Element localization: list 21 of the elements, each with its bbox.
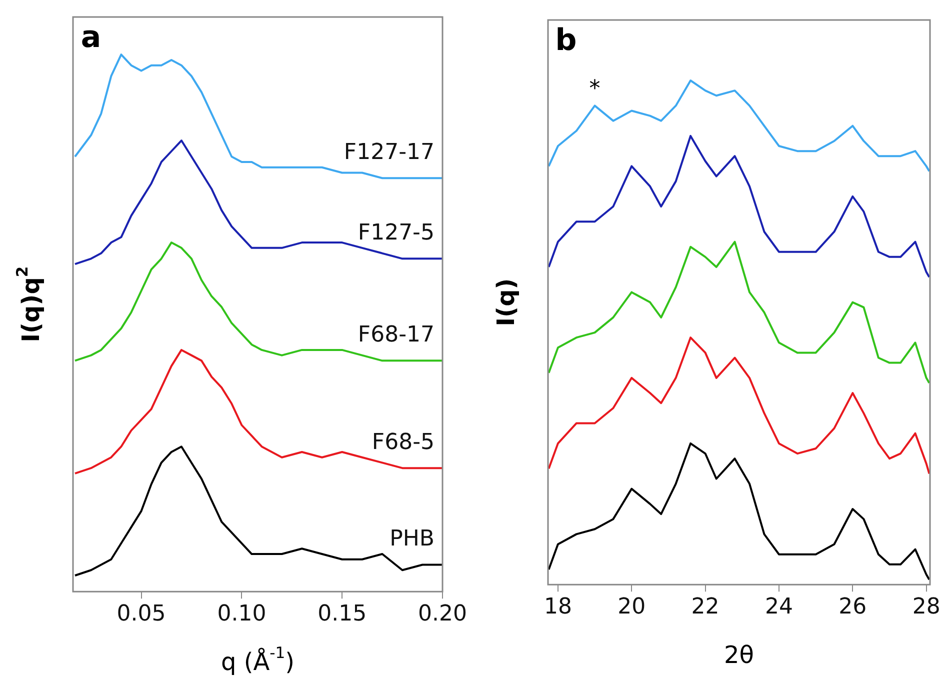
x-tick-label: 0.05 (116, 602, 166, 627)
x-tick-label: 0.10 (217, 602, 266, 627)
annotation: * (589, 76, 600, 102)
series-label: F127-5 (358, 220, 435, 246)
x-tick-label: 18 (544, 594, 572, 620)
y-axis-title: I(q) (492, 278, 520, 326)
series-label: F68-17 (358, 322, 435, 348)
series-label: F68-5 (372, 430, 435, 455)
x-tick-label: 0.20 (418, 602, 467, 627)
chart-title: b (555, 22, 577, 58)
x-axis-title: 2θ (724, 640, 754, 669)
x-tick-label: 24 (764, 594, 793, 620)
chart-title: a (80, 20, 102, 55)
x-tick-label: 22 (691, 594, 720, 620)
x-tick-label: 26 (838, 594, 867, 620)
series-label: PHB (390, 526, 435, 552)
x-tick-label: 20 (618, 594, 646, 620)
series-label: F127-17 (344, 140, 435, 165)
x-tick-label: 28 (912, 594, 940, 620)
x-tick-label: 0.15 (318, 602, 367, 627)
y-axis-title: I(q)q2 (13, 266, 46, 342)
